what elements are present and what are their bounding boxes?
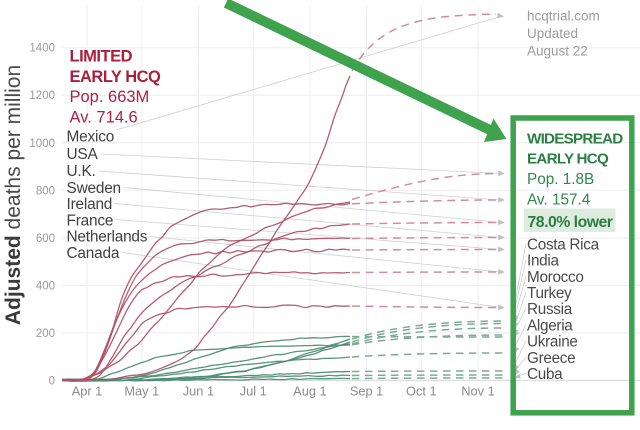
svg-text:Costa Rica: Costa Rica <box>527 236 600 253</box>
svg-text:Cuba: Cuba <box>527 366 563 383</box>
svg-text:Russia: Russia <box>527 301 573 318</box>
svg-text:Av. 714.6: Av. 714.6 <box>70 109 138 127</box>
svg-text:Greece: Greece <box>527 350 575 367</box>
svg-text:Algeria: Algeria <box>527 317 573 334</box>
svg-text:USA: USA <box>67 146 99 163</box>
svg-text:Pop. 663M: Pop. 663M <box>70 88 150 106</box>
svg-text:India: India <box>527 253 559 270</box>
svg-text:August 22: August 22 <box>527 44 588 59</box>
svg-text:Sweden: Sweden <box>67 180 121 197</box>
svg-text:200: 200 <box>36 328 55 340</box>
svg-text:Adjusted deaths per million: Adjusted deaths per million <box>2 65 25 325</box>
svg-text:WIDESPREAD: WIDESPREAD <box>527 130 623 147</box>
svg-text:Turkey: Turkey <box>527 285 572 302</box>
svg-text:1200: 1200 <box>29 90 55 102</box>
svg-text:800: 800 <box>36 185 55 197</box>
svg-text:Ukraine: Ukraine <box>527 334 578 351</box>
svg-text:600: 600 <box>36 233 55 245</box>
svg-text:EARLY HCQ: EARLY HCQ <box>527 151 609 168</box>
svg-text:Pop. 1.8B: Pop. 1.8B <box>527 171 594 188</box>
svg-text:1000: 1000 <box>29 138 55 150</box>
svg-text:Morocco: Morocco <box>527 269 584 286</box>
svg-text:France: France <box>67 212 114 229</box>
svg-text:Updated: Updated <box>527 26 578 41</box>
svg-text:Apr 1: Apr 1 <box>72 383 103 398</box>
svg-text:Ireland: Ireland <box>67 196 113 213</box>
svg-text:Jul 1: Jul 1 <box>240 383 267 398</box>
svg-text:Av. 157.4: Av. 157.4 <box>527 191 591 208</box>
svg-text:1400: 1400 <box>29 43 55 55</box>
svg-text:hcqtrial.com: hcqtrial.com <box>527 9 600 24</box>
svg-text:Canada: Canada <box>67 245 120 262</box>
svg-text:Jun 1: Jun 1 <box>183 383 214 398</box>
svg-text:0: 0 <box>49 376 55 388</box>
svg-text:Aug 1: Aug 1 <box>293 383 326 398</box>
svg-text:EARLY HCQ: EARLY HCQ <box>70 68 162 86</box>
svg-text:400: 400 <box>36 280 55 292</box>
svg-text:Oct 1: Oct 1 <box>406 383 437 398</box>
svg-text:Nov 1: Nov 1 <box>461 383 494 398</box>
svg-text:May 1: May 1 <box>124 383 159 398</box>
svg-text:Mexico: Mexico <box>67 128 115 145</box>
svg-text:Netherlands: Netherlands <box>67 229 148 246</box>
svg-text:Sep 1: Sep 1 <box>350 383 383 398</box>
svg-text:U.K.: U.K. <box>67 163 96 180</box>
svg-text:78.0% lower: 78.0% lower <box>528 214 613 231</box>
svg-text:LIMITED: LIMITED <box>70 47 133 65</box>
